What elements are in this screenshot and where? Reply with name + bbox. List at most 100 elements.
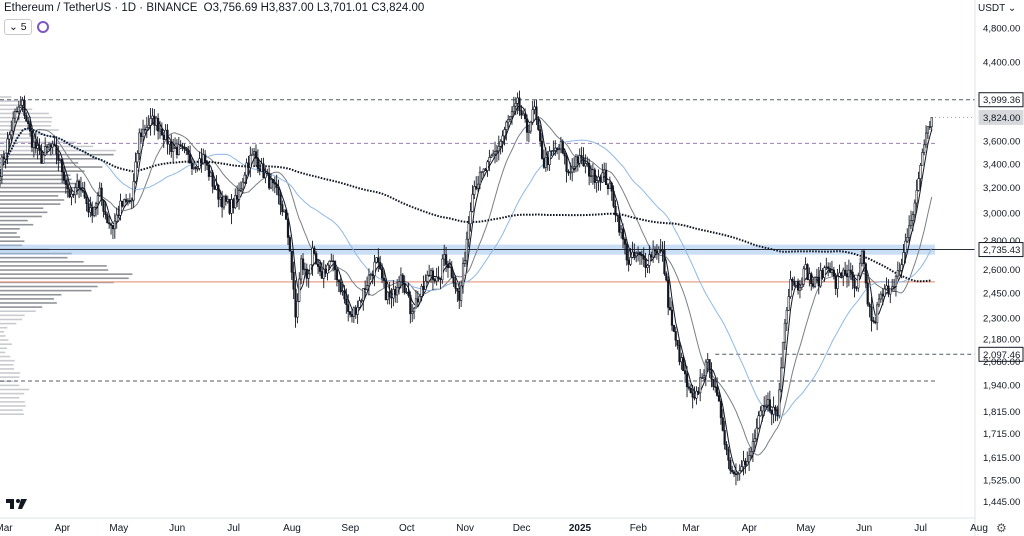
candle-body xyxy=(49,144,52,148)
candle-body xyxy=(695,390,698,399)
candle-body xyxy=(881,293,884,297)
indicator-toggle[interactable]: ⌄ 5 xyxy=(4,19,32,35)
volume-profile-bar xyxy=(0,190,73,193)
candle-body xyxy=(134,161,137,182)
candle-body xyxy=(228,198,231,214)
candle-body xyxy=(522,113,525,116)
candle-body xyxy=(68,188,71,198)
candle-body xyxy=(567,171,570,174)
candle-body xyxy=(196,168,199,170)
candle-body xyxy=(446,264,450,269)
candle-body xyxy=(76,180,79,189)
candle-body xyxy=(301,258,305,270)
candle-body xyxy=(576,156,579,164)
candles xyxy=(0,90,933,486)
candle-body xyxy=(356,307,359,315)
volume-profile-bar xyxy=(0,351,6,354)
y-tick-label: 3,999.36 xyxy=(983,95,1020,106)
candle-body xyxy=(704,361,707,377)
candle-body xyxy=(237,190,241,200)
candle-body xyxy=(887,285,890,295)
candle-body xyxy=(81,189,84,192)
candle-body xyxy=(813,277,817,287)
symbol-title[interactable]: Ethereum / TetherUS · 1D · BINANCE xyxy=(4,2,198,14)
candle-body xyxy=(700,377,704,379)
candle-body xyxy=(586,163,589,165)
candle-body xyxy=(403,283,406,293)
volume-profile-bar xyxy=(0,219,28,222)
volume-profile-bar xyxy=(0,223,34,226)
candle-body xyxy=(10,130,13,136)
candle-body xyxy=(911,214,914,221)
candle-body xyxy=(158,128,162,132)
candle-body xyxy=(825,266,828,268)
candle-body xyxy=(55,145,58,155)
candle-body xyxy=(330,260,333,262)
candle-body xyxy=(719,400,722,419)
candle-body xyxy=(597,176,600,181)
candle-body xyxy=(443,254,446,260)
candle-body xyxy=(659,249,662,252)
volume-profile-bar xyxy=(0,368,15,370)
candle-body xyxy=(271,179,275,184)
candle-body xyxy=(717,395,721,402)
candle-body xyxy=(830,269,834,273)
currency-selector[interactable]: USDT ⌄ xyxy=(978,1,1022,17)
volume-profile-bar xyxy=(0,120,52,123)
candle-body xyxy=(183,146,186,150)
open-label: O xyxy=(203,2,213,14)
x-tick-label: Aug xyxy=(970,523,988,534)
candle-body xyxy=(311,247,314,266)
currency-label: USDT xyxy=(978,3,1006,14)
candle-body xyxy=(173,147,177,149)
candle-body xyxy=(292,271,295,290)
candle-body xyxy=(751,441,754,452)
candle-body xyxy=(891,286,894,290)
candle-body xyxy=(326,264,329,274)
candle-body xyxy=(221,196,224,208)
volume-profile-bar xyxy=(0,125,52,127)
candle-body xyxy=(815,276,818,279)
candle-body xyxy=(318,266,322,272)
indicator-row: ⌄ 5 xyxy=(4,19,49,35)
candle-body xyxy=(362,288,365,301)
candle-body xyxy=(0,176,2,181)
candle-body xyxy=(915,190,918,204)
candle-body xyxy=(234,195,237,209)
candle-body xyxy=(559,141,563,150)
candle-body xyxy=(465,238,468,261)
candle-body xyxy=(268,172,271,189)
candle-body xyxy=(851,271,854,281)
candle-body xyxy=(650,254,653,258)
volume-profile-bar xyxy=(0,293,62,296)
candle-body xyxy=(546,157,549,166)
candle-body xyxy=(484,168,487,171)
volume-profile-bar xyxy=(0,256,68,259)
candle-body xyxy=(21,99,24,106)
candle-body xyxy=(15,110,19,113)
candle-body xyxy=(514,103,517,107)
high-label: H xyxy=(260,2,269,14)
candle-body xyxy=(348,311,352,315)
candle-body xyxy=(333,260,337,271)
volume-profile-bar xyxy=(0,339,9,341)
candle-body xyxy=(300,258,303,280)
candle-body xyxy=(844,269,847,275)
indicator-settings-icon[interactable] xyxy=(36,21,49,33)
gear-icon[interactable]: ⚙ xyxy=(996,521,1007,535)
candle-body xyxy=(382,277,386,281)
candle-body xyxy=(145,127,148,131)
volume-profile-bar xyxy=(0,326,8,329)
candle-body xyxy=(286,219,290,238)
candle-body xyxy=(420,285,423,297)
candle-body xyxy=(516,97,519,104)
candle-body xyxy=(59,159,62,161)
x-tick-label: Mar xyxy=(682,523,700,534)
volume-profile-bar xyxy=(0,100,22,102)
candle-body xyxy=(205,162,209,166)
candle-body xyxy=(239,188,243,191)
price-level-tag xyxy=(978,109,1024,125)
candle-body xyxy=(392,289,395,299)
candle-body xyxy=(774,406,777,411)
